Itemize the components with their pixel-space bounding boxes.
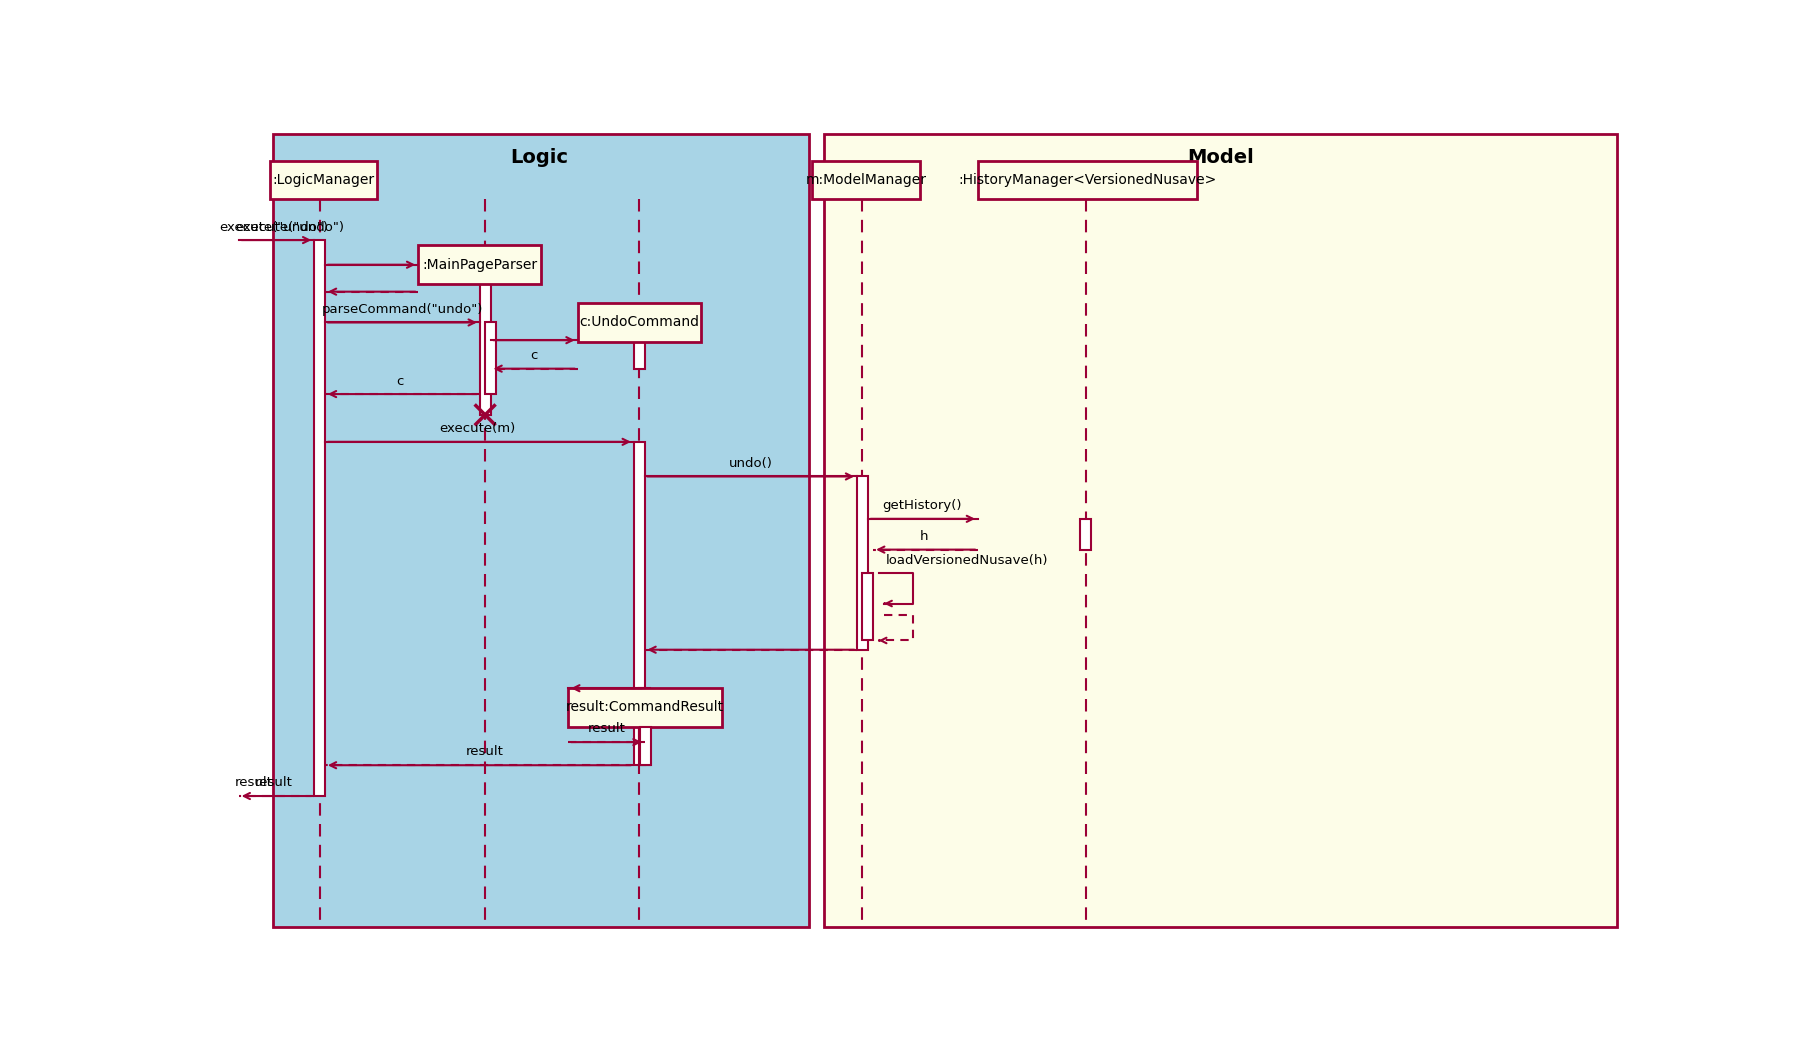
Text: m:ModelManager: m:ModelManager: [806, 173, 926, 187]
Text: h: h: [920, 530, 928, 542]
Bar: [1080, 519, 1091, 550]
Bar: [486, 323, 496, 394]
Text: result: result: [466, 745, 504, 758]
Text: result: result: [254, 776, 292, 789]
Text: execute(m): execute(m): [439, 421, 516, 435]
Bar: [419, 246, 542, 284]
Bar: [274, 133, 808, 927]
Bar: [978, 161, 1198, 200]
Bar: [640, 709, 651, 765]
Text: c:UndoCommand: c:UndoCommand: [580, 315, 699, 329]
Bar: [578, 304, 701, 342]
Bar: [634, 341, 645, 369]
Bar: [634, 441, 645, 765]
Text: :LogicManager: :LogicManager: [272, 173, 375, 187]
Bar: [812, 161, 920, 200]
Text: c: c: [397, 375, 404, 388]
Bar: [857, 476, 868, 650]
Bar: [480, 265, 491, 415]
Bar: [824, 133, 1616, 927]
Text: result:CommandResult: result:CommandResult: [565, 700, 725, 715]
Bar: [640, 726, 651, 765]
Text: :MainPageParser: :MainPageParser: [422, 257, 538, 272]
Text: parseCommand("undo"): parseCommand("undo"): [321, 303, 482, 315]
Text: loadVersionedNusave(h): loadVersionedNusave(h): [886, 554, 1047, 566]
Bar: [863, 573, 873, 640]
Text: :HistoryManager<VersionedNusave>: :HistoryManager<VersionedNusave>: [959, 173, 1218, 187]
Text: Logic: Logic: [509, 148, 567, 167]
Text: undo(): undo(): [728, 456, 772, 470]
Text: execute("undo"): execute("undo"): [236, 221, 344, 234]
Text: result: result: [236, 776, 274, 789]
Text: getHistory(): getHistory(): [882, 499, 962, 512]
Text: c: c: [529, 349, 538, 362]
Text: result: result: [587, 722, 625, 736]
Text: execute("undo"): execute("undo"): [219, 221, 328, 234]
Bar: [640, 688, 651, 742]
Bar: [270, 161, 377, 200]
Bar: [569, 688, 723, 726]
Bar: [313, 240, 324, 796]
Text: Model: Model: [1187, 148, 1254, 167]
